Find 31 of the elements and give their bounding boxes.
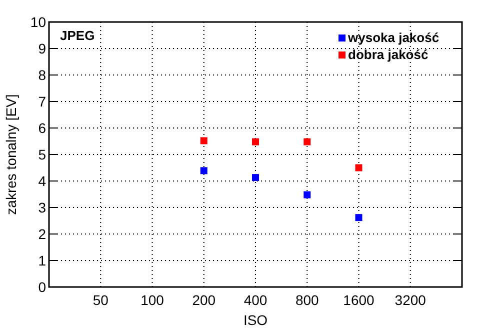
point [304,191,311,198]
x-tick-label: 1600 [343,292,375,308]
x-tick-label: 800 [295,292,320,308]
legend-label: dobra jakość [348,47,428,62]
y-tick-label: 3 [38,199,46,216]
x-tick-label: 50 [92,292,109,308]
x-tick-label: 100 [140,292,164,308]
point [355,164,362,172]
y-tick-label: 8 [38,66,46,83]
y-axis-title: zakres tonalny [EV] [3,94,19,215]
point [200,167,208,174]
y-tick-label: 6 [38,120,46,136]
text: JPEG [60,28,95,43]
x-tick-label: 3200 [394,292,426,308]
y-tick-label: 1 [38,252,46,268]
point [200,137,208,144]
y-tick-label: 2 [38,226,46,242]
y-tick-label: 4 [38,172,46,189]
y-tick-label: 0 [38,278,46,295]
y-tick-label: 5 [38,146,46,162]
y-tick-label: 10 [30,14,46,30]
y-tick-label: 9 [38,40,46,56]
x-tick-label: 400 [244,292,268,308]
point [304,138,311,146]
point [252,174,259,182]
legend-label: wysoka jakość [347,30,440,45]
point [355,214,362,222]
x-tick-label: 200 [192,292,216,308]
point [252,138,259,146]
y-tick-label: 7 [38,93,46,110]
x-axis-title: ISO [243,312,268,328]
